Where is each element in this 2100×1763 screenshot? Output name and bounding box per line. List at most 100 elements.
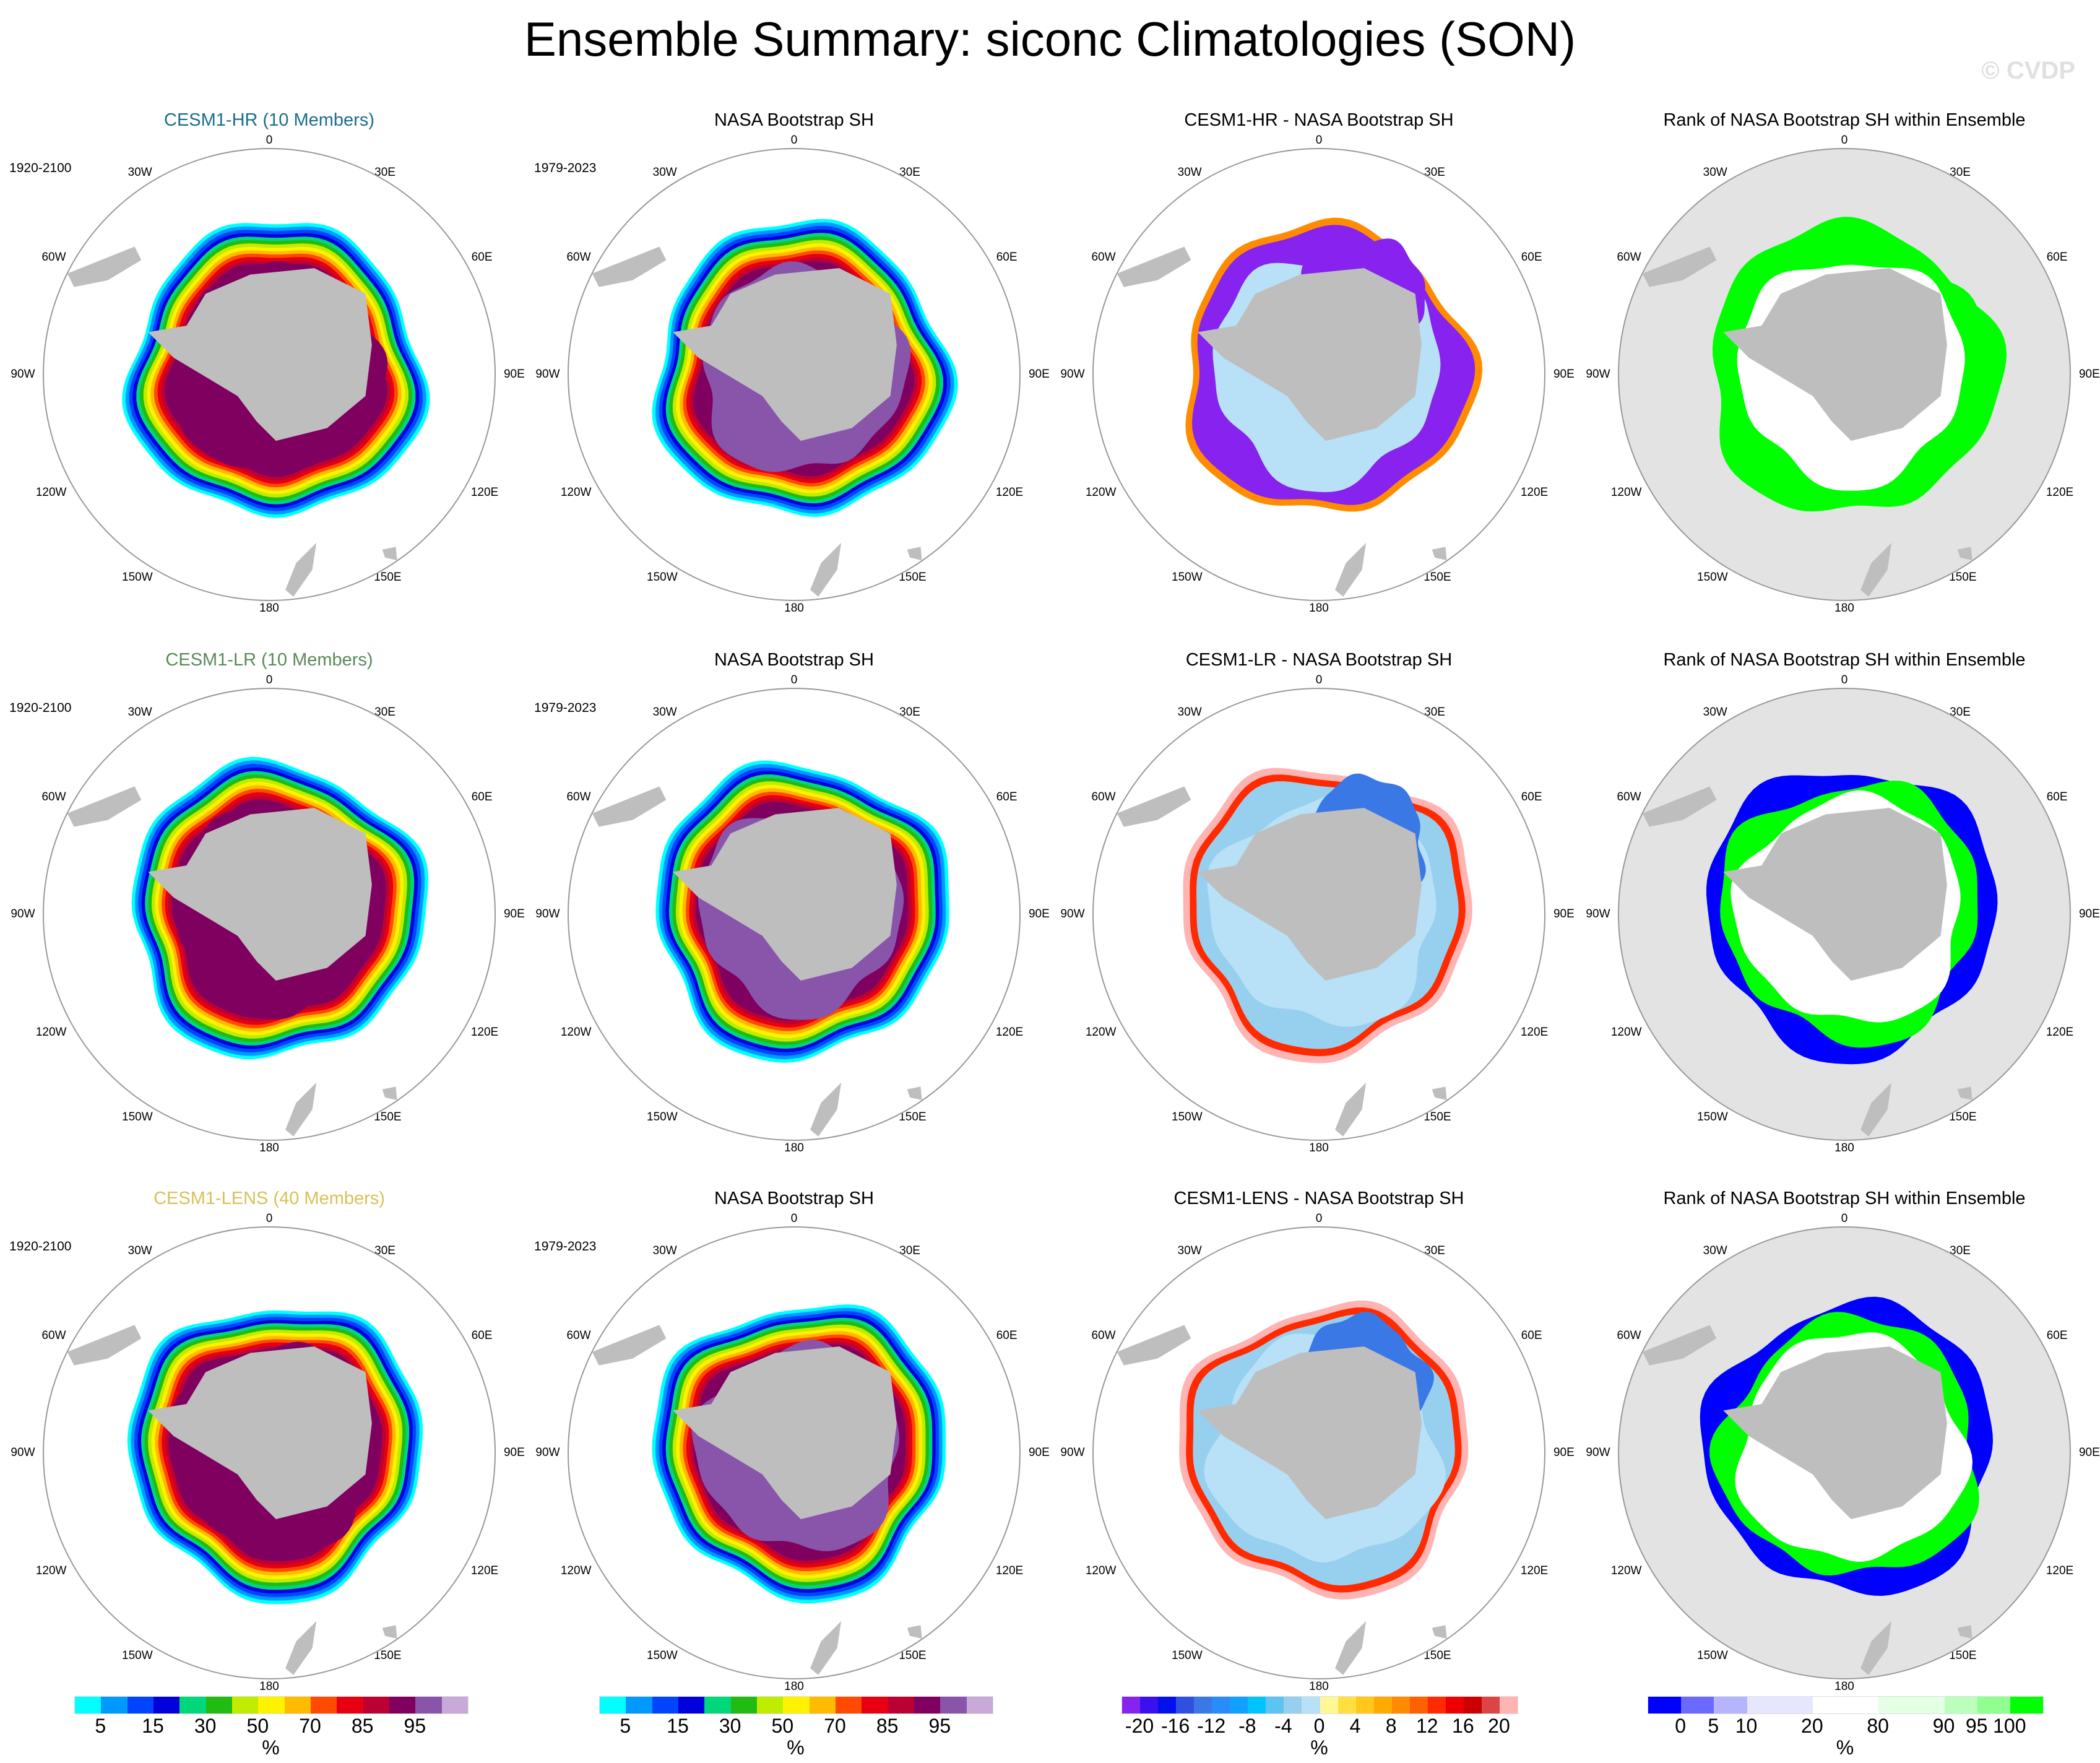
colorbar-swatch <box>1248 1697 1266 1713</box>
colorbar-tick-label: 85 <box>351 1715 374 1737</box>
map-boundary <box>43 148 496 601</box>
ice-concentration-band <box>679 784 926 1039</box>
panel-title: NASA Bootstrap SH <box>714 110 874 130</box>
colorbar-tick-label: 5 <box>95 1715 106 1737</box>
longitude-label: 120W <box>560 486 592 500</box>
longitude-label: 30E <box>1950 165 1971 179</box>
ice-concentration-band <box>131 756 428 1060</box>
map-boundary <box>1618 688 2071 1141</box>
ice-concentration-band <box>669 1321 929 1586</box>
year-range-label: 1920-2100 <box>9 1239 72 1254</box>
longitude-label: 90W <box>11 368 35 381</box>
colorbar-tick-label: 95 <box>928 1715 951 1737</box>
ice-concentration-band <box>162 789 397 1029</box>
colorbar-swatch <box>1944 1697 1977 1713</box>
colorbar-tick-label: 12 <box>1415 1715 1438 1737</box>
longitude-label: 180 <box>784 1141 804 1155</box>
longitude-label: 90W <box>535 907 560 920</box>
colorbar-swatch <box>179 1697 206 1713</box>
longitude-label: 150W <box>647 1111 678 1124</box>
longitude-label: 60E <box>1521 1328 1542 1342</box>
tasmania-land <box>382 1086 397 1101</box>
new-zealand-land <box>1860 1082 1892 1137</box>
longitude-label: 60W <box>566 1328 591 1342</box>
difference-band <box>1196 781 1459 1049</box>
colorbar-swatch <box>1355 1697 1374 1713</box>
longitude-label: 0 <box>266 1211 273 1225</box>
difference-band <box>1198 232 1468 499</box>
longitude-label: 90E <box>1028 368 1050 381</box>
south-america-land <box>67 786 142 827</box>
ice-concentration-band <box>676 1328 923 1579</box>
longitude-label: 120E <box>995 1564 1024 1578</box>
colorbar <box>74 1696 469 1714</box>
longitude-label: 0 <box>790 673 798 687</box>
rank-band <box>1724 238 1982 507</box>
year-range-label: 1920-2100 <box>9 701 72 716</box>
longitude-label: 60W <box>566 250 591 264</box>
ice-concentration-band <box>151 1333 399 1579</box>
ice-concentration-band <box>662 1314 936 1593</box>
longitude-label: 150W <box>647 1649 678 1663</box>
colorbar-swatch <box>101 1697 127 1713</box>
longitude-label: 120W <box>35 486 67 500</box>
ice-concentration-band <box>672 778 933 1046</box>
colorbar-swatch <box>441 1697 468 1713</box>
tasmania-land <box>907 1625 922 1639</box>
new-zealand-land <box>1860 542 1892 597</box>
year-range-label: 1979-2023 <box>534 161 597 176</box>
longitude-label: 30E <box>1424 705 1445 719</box>
colorbar-swatch <box>652 1697 678 1713</box>
colorbar-swatch <box>783 1697 810 1713</box>
longitude-label: 90W <box>1060 368 1085 381</box>
colorbar-swatch <box>1747 1697 1780 1713</box>
colorbar-swatch <box>1779 1697 1813 1713</box>
colorbar-swatch <box>809 1697 836 1713</box>
longitude-label: 60W <box>1617 790 1641 804</box>
longitude-label: 30W <box>1703 1244 1727 1257</box>
rank-band <box>1700 1296 1993 1596</box>
longitude-label: 60E <box>471 1328 493 1342</box>
longitude-label: 120E <box>2046 1026 2074 1039</box>
longitude-label: 120W <box>1610 486 1642 500</box>
longitude-label: 30W <box>127 705 152 719</box>
difference-band <box>1207 791 1437 1027</box>
colorbar-tick-label: 5 <box>1708 1715 1719 1737</box>
longitude-label: 90E <box>503 907 525 920</box>
rank-band <box>1737 264 1965 491</box>
ice-concentration-band <box>683 250 925 487</box>
colorbar-swatch <box>337 1697 363 1713</box>
longitude-label: 30W <box>652 705 677 719</box>
longitude-label: 180 <box>1309 1141 1329 1155</box>
longitude-label: 90E <box>2078 1446 2100 1459</box>
longitude-label: 90E <box>503 1446 525 1459</box>
ice-concentration-band <box>175 812 379 1020</box>
longitude-label: 60E <box>996 1328 1018 1342</box>
colorbar-tick-label: 20 <box>1488 1715 1510 1737</box>
longitude-label: 150E <box>899 1649 927 1663</box>
longitude-label: 180 <box>259 1141 279 1155</box>
ice-concentration-band <box>168 795 390 1022</box>
ice-concentration-band <box>662 768 943 1056</box>
map-boundary <box>1618 148 2071 601</box>
longitude-label: 120W <box>1610 1564 1642 1578</box>
rank-band <box>1720 781 1978 1048</box>
longitude-label: 150E <box>374 571 402 584</box>
longitude-label: 120E <box>1520 1564 1549 1578</box>
longitude-label: 30E <box>374 1244 395 1257</box>
ice-concentration-band <box>696 802 909 1021</box>
longitude-label: 150E <box>1949 571 1977 584</box>
antarctica-land <box>1198 808 1422 981</box>
longitude-label: 30E <box>899 1244 920 1257</box>
ice-concentration-band <box>655 1307 943 1600</box>
ice-concentration-band <box>652 219 958 518</box>
colorbar-tick-label: 95 <box>404 1715 426 1737</box>
south-america-land <box>1642 1325 1717 1366</box>
longitude-label: 30W <box>1703 165 1727 179</box>
colorbar-swatch <box>835 1697 862 1713</box>
longitude-label: 150E <box>374 1649 402 1663</box>
ice-concentration-band <box>140 240 412 501</box>
longitude-label: 150W <box>1172 1111 1203 1124</box>
